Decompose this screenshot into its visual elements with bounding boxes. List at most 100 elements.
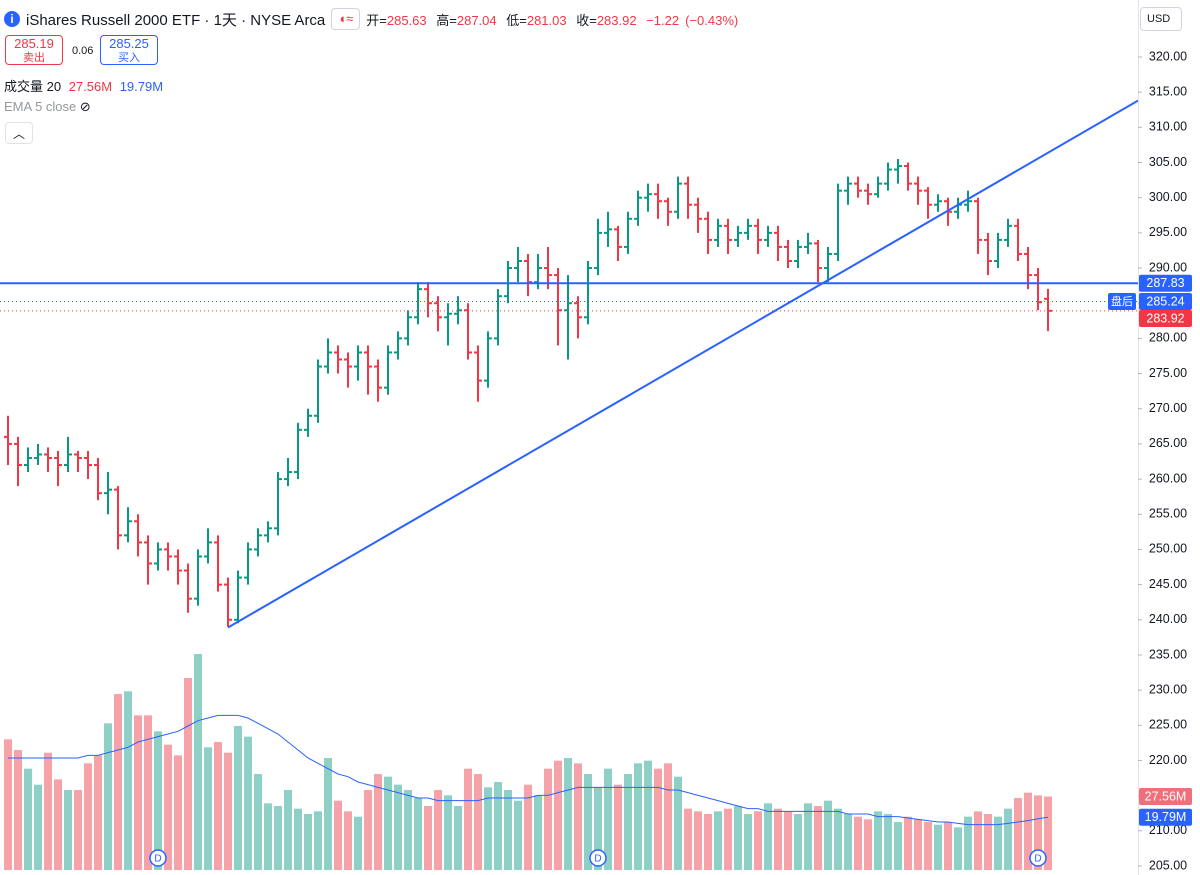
volume-bar [694,811,702,870]
volume-bar [914,819,922,870]
volume-bar [424,806,432,870]
volume-bar [554,760,562,870]
volume-bar [374,774,382,870]
price-badge [1139,293,1192,311]
y-tick-label: 280.00 [1149,331,1187,345]
volume-bar [584,774,592,870]
y-tick-label: 210.00 [1149,823,1187,837]
volume-indicator: 成交量 20 [4,79,62,94]
dividend-label: D [154,854,161,865]
price-badge-label: 283.92 [1146,311,1184,325]
volume-bar [474,774,482,870]
price-badge [1139,274,1192,292]
sell-button[interactable]: 285.19 卖出 [5,35,63,65]
price-badge [1139,310,1192,328]
volume-bar [644,760,652,870]
volume-bar [514,800,522,870]
volume-bar [664,763,672,870]
hidden-eye-icon[interactable]: ⊘ [79,99,91,114]
volume-bar [884,814,892,870]
y-tick-label: 320.00 [1149,49,1187,63]
price-badge [1139,788,1192,806]
volume-bar [864,819,872,870]
volume-bar [954,827,962,870]
y-tick-label: 220.00 [1149,753,1187,767]
volume-bar [524,784,532,870]
high-label: 高= [436,12,457,28]
volume-bar [284,790,292,870]
y-tick-label: 270.00 [1149,401,1187,415]
volume-bar [654,768,662,870]
volume-bar [1044,796,1052,870]
volume-bar [14,750,22,870]
volume-bar [394,784,402,870]
price-badge-label: 285.24 [1146,294,1184,308]
volume-bar [1004,808,1012,870]
volume-bar [814,806,822,870]
y-tick-label: 300.00 [1149,190,1187,204]
volume-bar [784,811,792,870]
volume-bar [454,806,462,870]
plot [0,99,1138,870]
y-tick-label: 275.00 [1149,366,1187,380]
high-value: 287.04 [456,12,497,28]
y-tick-label: 250.00 [1149,542,1187,556]
volume-bar [774,808,782,870]
y-tick-label: 315.00 [1149,84,1187,98]
volume-bar [534,795,542,870]
currency-button[interactable]: USD [1140,7,1182,31]
y-tick-label: 255.00 [1149,507,1187,521]
dividend-label: D [1034,854,1041,865]
volume-bar [934,824,942,870]
dividend-marker [1029,849,1047,867]
low-value: 281.03 [526,12,567,28]
volume-legend: 成交量 20 27.56M 19.79M [4,76,163,95]
after-hours-tag-label: 盘后 [1111,294,1133,308]
volume-bar [604,768,612,870]
ema-label: EMA 5 close [4,99,77,114]
volume-bar [904,816,912,870]
change: −1.22 [646,12,680,28]
volume-bar [674,776,682,870]
buy-label: 买入 [118,52,140,64]
change-pct: (−0.43%) [685,12,739,28]
volume-bar [324,758,332,870]
volume-bar [354,816,362,870]
volume-bar [294,808,302,870]
sell-label: 卖出 [23,52,45,64]
volume-bar [494,782,502,870]
volume-bar [334,800,342,870]
spread: 0.06 [72,45,94,57]
volume-value: 27.56M [68,79,113,94]
price-badge [1139,808,1192,826]
y-tick-label: 290.00 [1149,260,1187,274]
volume-bar [994,816,1002,870]
volume-bar [854,816,862,870]
volume-bar [964,816,972,870]
collapse-button[interactable]: ︿ [5,122,33,144]
y-tick-label: 310.00 [1149,120,1187,134]
y-tick-label: 230.00 [1149,682,1187,696]
volume-bar [834,808,842,870]
volume-bar [734,806,742,870]
volume-bar [84,763,92,870]
volume-bar [924,822,932,870]
volume-bar [1014,798,1022,870]
volume-bar [24,768,32,870]
buy-button[interactable]: 285.25 买入 [100,35,158,65]
volume-bar [624,774,632,870]
volume-bar [574,763,582,870]
volume-bar [254,774,262,870]
volume-bar [444,795,452,870]
compare-button[interactable]: ◖≈ [331,8,361,30]
volume-bar [484,787,492,870]
volume-bar [564,758,572,870]
volume-bar [124,691,132,870]
volume-bar [754,811,762,870]
sell-price: 285.19 [14,36,54,51]
volume-bar [724,808,732,870]
volume-ma-line [8,714,1049,826]
volume-bar [114,694,122,870]
